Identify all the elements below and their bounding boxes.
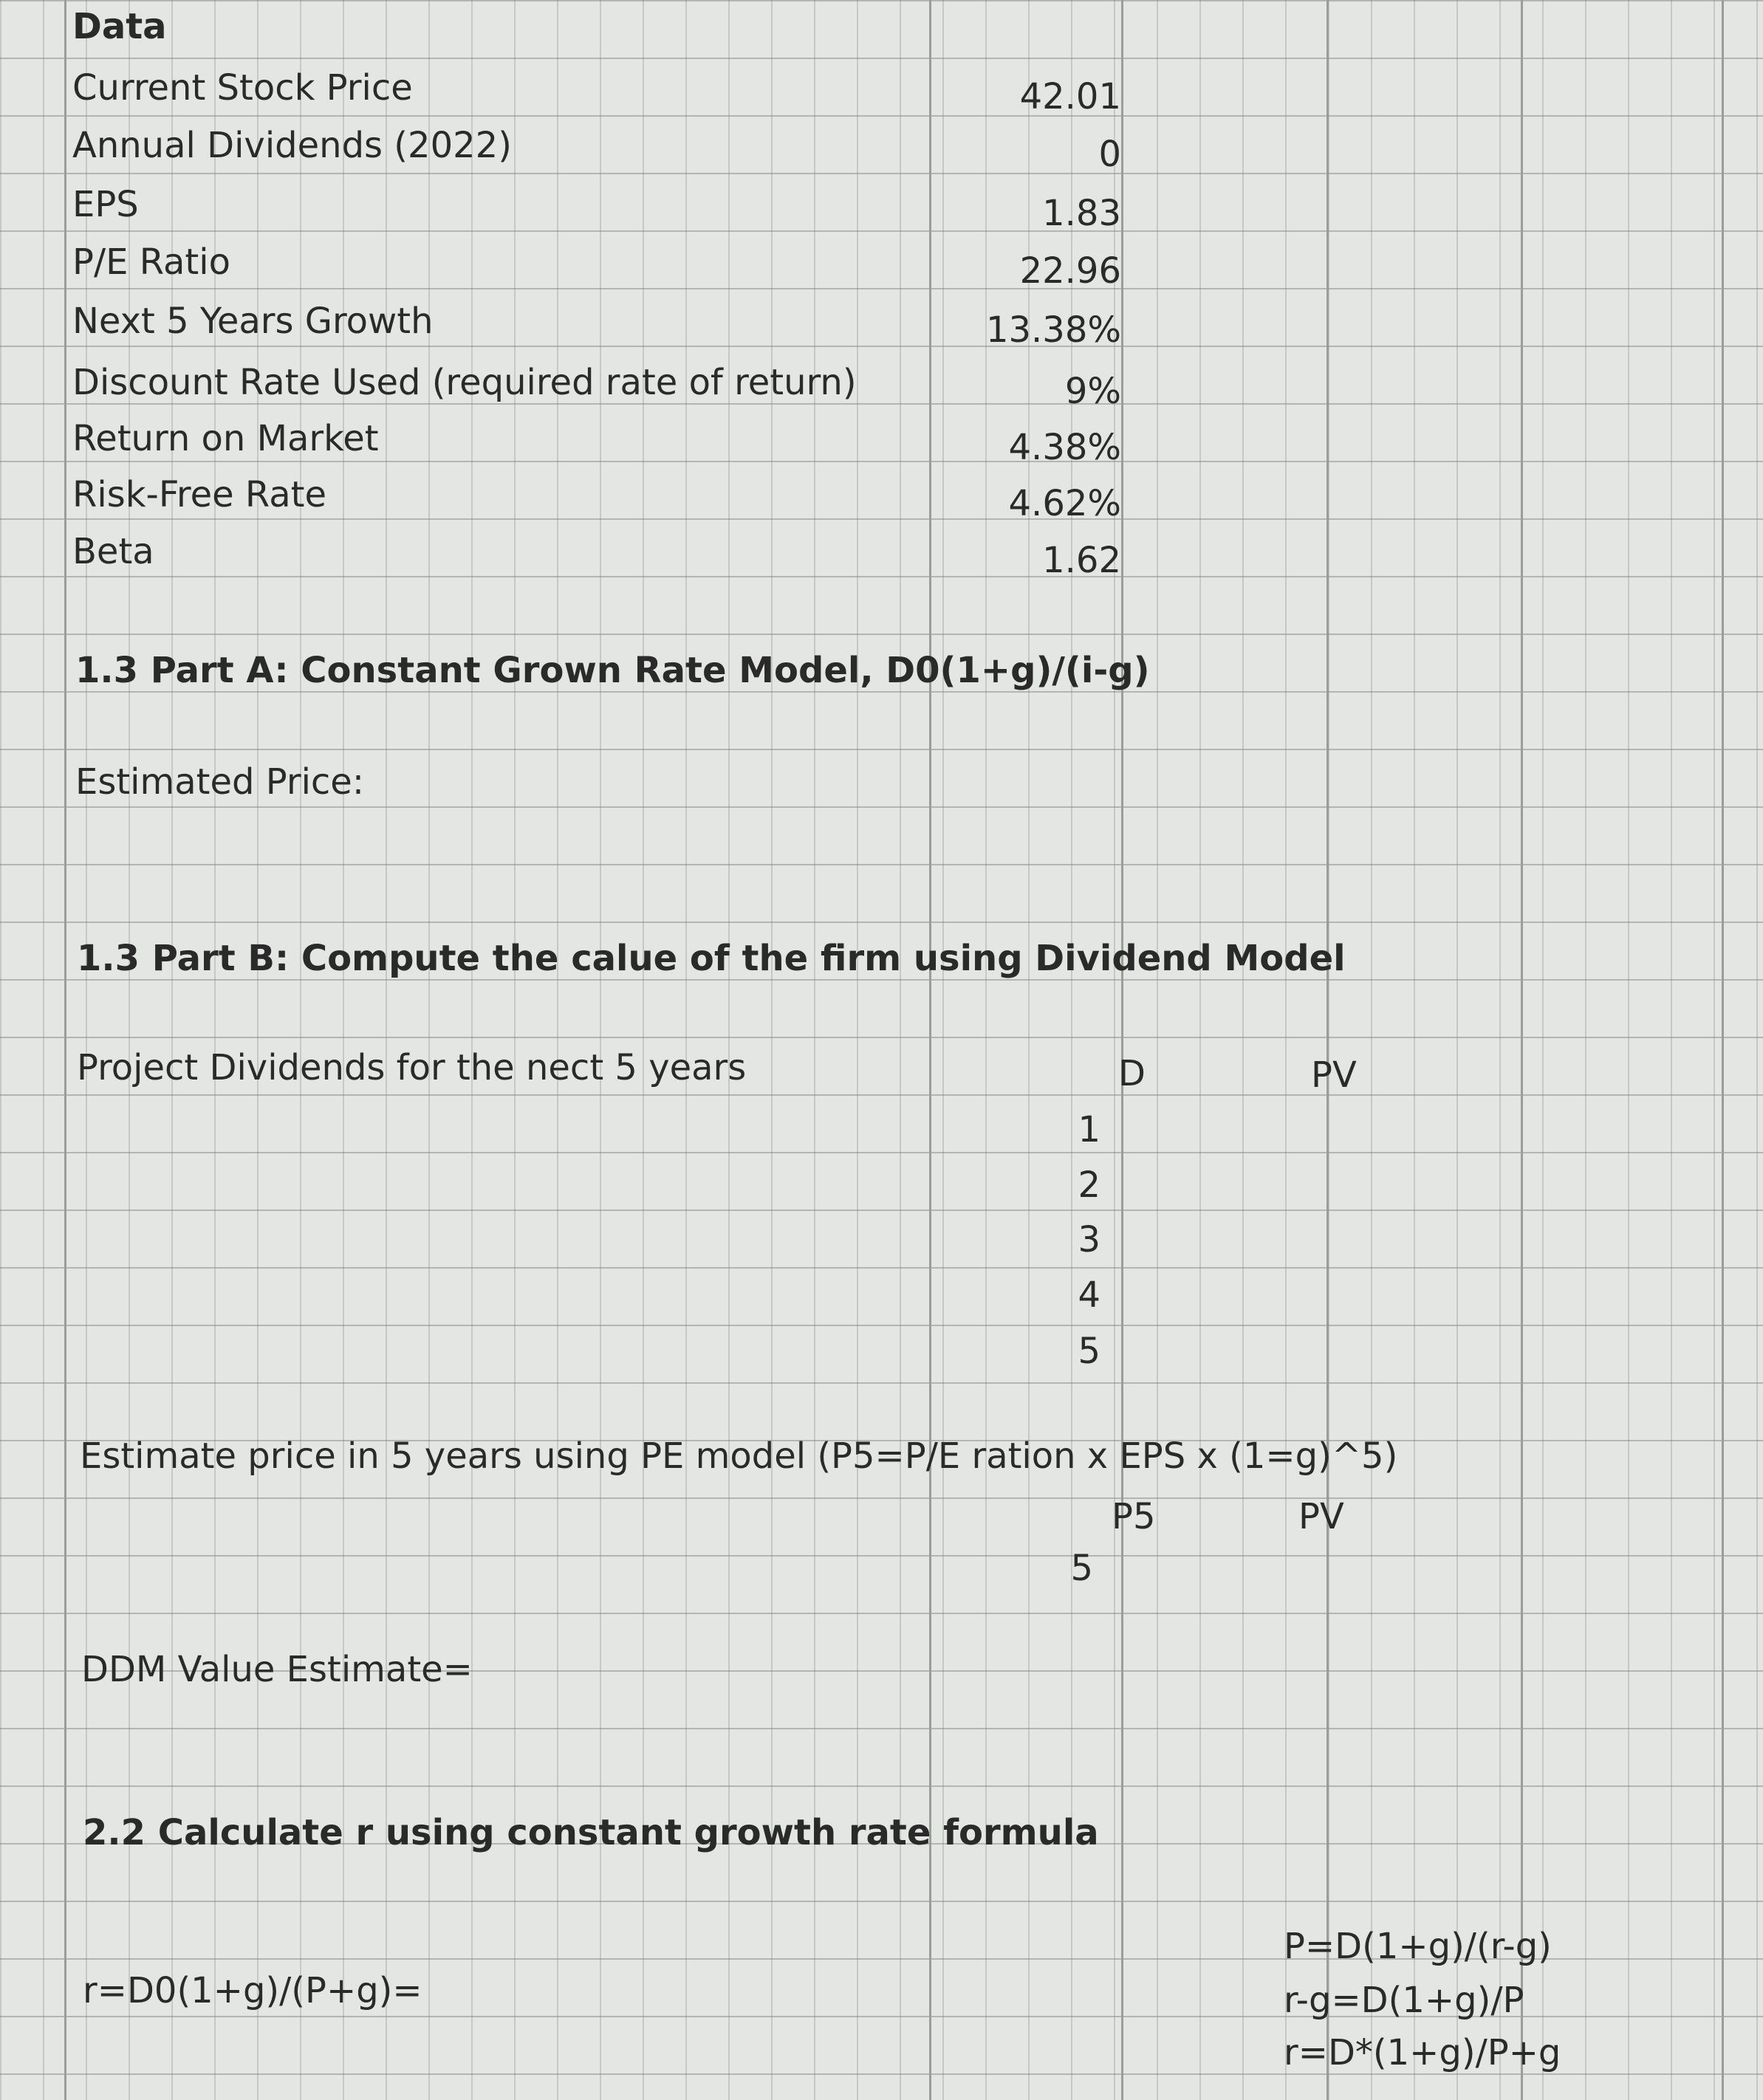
data-row-label: P/E Ratio bbox=[72, 241, 230, 283]
data-title: Data bbox=[72, 6, 167, 47]
project-dividends-label: Project Dividends for the nect 5 years bbox=[77, 1047, 747, 1088]
pe-model-title: Estimate price in 5 years using PE model… bbox=[80, 1435, 1398, 1477]
pe-year-cell[interactable]: 5 bbox=[1070, 1548, 1093, 1589]
header-d: D bbox=[1118, 1053, 1146, 1094]
data-row-value[interactable]: 42.01 bbox=[1019, 76, 1121, 117]
year-cell[interactable]: 1 bbox=[1078, 1109, 1100, 1150]
year-cell[interactable]: 2 bbox=[1078, 1164, 1100, 1206]
data-row-label: Annual Dividends (2022) bbox=[72, 125, 512, 166]
column-divider bbox=[1326, 0, 1329, 2100]
data-row-label: EPS bbox=[72, 184, 139, 225]
data-row-value[interactable]: 0 bbox=[1098, 134, 1121, 175]
formula-note: r-g=D(1+g)/P bbox=[1284, 1980, 1524, 2021]
column-divider bbox=[1121, 0, 1123, 2100]
data-row-value[interactable]: 1.62 bbox=[1042, 540, 1121, 581]
column-divider bbox=[1722, 0, 1724, 2100]
estimated-price-label[interactable]: Estimated Price: bbox=[75, 761, 365, 803]
year-cell[interactable]: 3 bbox=[1078, 1219, 1100, 1260]
header-pv: PV bbox=[1311, 1054, 1357, 1096]
column-divider bbox=[64, 0, 66, 2100]
part-b-title: 1.3 Part B: Compute the calue of the fir… bbox=[77, 938, 1346, 979]
year-cell[interactable]: 4 bbox=[1078, 1274, 1100, 1316]
header-p5: P5 bbox=[1112, 1496, 1156, 1537]
data-row-label: Beta bbox=[72, 531, 154, 572]
header-pv-2: PV bbox=[1298, 1496, 1344, 1537]
data-row-label: Discount Rate Used (required rate of ret… bbox=[72, 362, 857, 403]
part-a-title: 1.3 Part A: Constant Grown Rate Model, D… bbox=[75, 650, 1150, 691]
data-row-label: Risk-Free Rate bbox=[72, 474, 326, 515]
data-row-label: Next 5 Years Growth bbox=[72, 301, 434, 342]
formula-note: r=D*(1+g)/P+g bbox=[1284, 2032, 1561, 2073]
data-row-value[interactable]: 1.83 bbox=[1042, 193, 1121, 234]
data-row-value[interactable]: 22.96 bbox=[1019, 250, 1121, 292]
r-formula-label[interactable]: r=D0(1+g)/(P+g)= bbox=[83, 1970, 422, 2011]
data-row-value[interactable]: 4.38% bbox=[1008, 427, 1121, 468]
data-row-value[interactable]: 9% bbox=[1064, 371, 1121, 412]
data-row-label: Current Stock Price bbox=[72, 67, 413, 109]
column-divider bbox=[929, 0, 931, 2100]
part-22-title: 2.2 Calculate r using constant growth ra… bbox=[83, 1812, 1099, 1853]
year-cell[interactable]: 5 bbox=[1078, 1331, 1100, 1372]
column-divider bbox=[1521, 0, 1523, 2100]
data-row-value[interactable]: 4.62% bbox=[1008, 483, 1121, 524]
ddm-estimate-label[interactable]: DDM Value Estimate= bbox=[81, 1649, 473, 1690]
data-row-label: Return on Market bbox=[72, 418, 379, 459]
formula-note: P=D(1+g)/(r-g) bbox=[1284, 1926, 1552, 1967]
data-row-value[interactable]: 13.38% bbox=[985, 309, 1121, 351]
